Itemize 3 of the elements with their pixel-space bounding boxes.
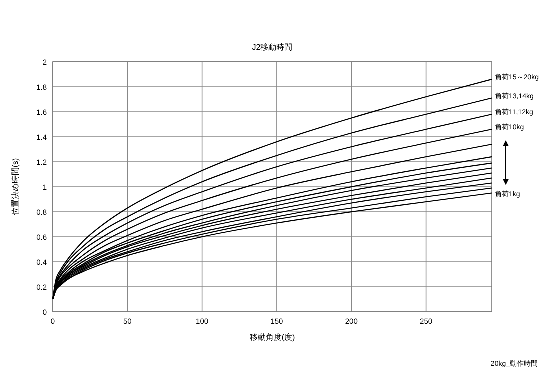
chart-title: J2移動時間 xyxy=(252,43,293,52)
y-axis-title: 位置決め時間(s) xyxy=(11,158,20,216)
x-axis-title: 移動角度(度) xyxy=(250,333,296,342)
